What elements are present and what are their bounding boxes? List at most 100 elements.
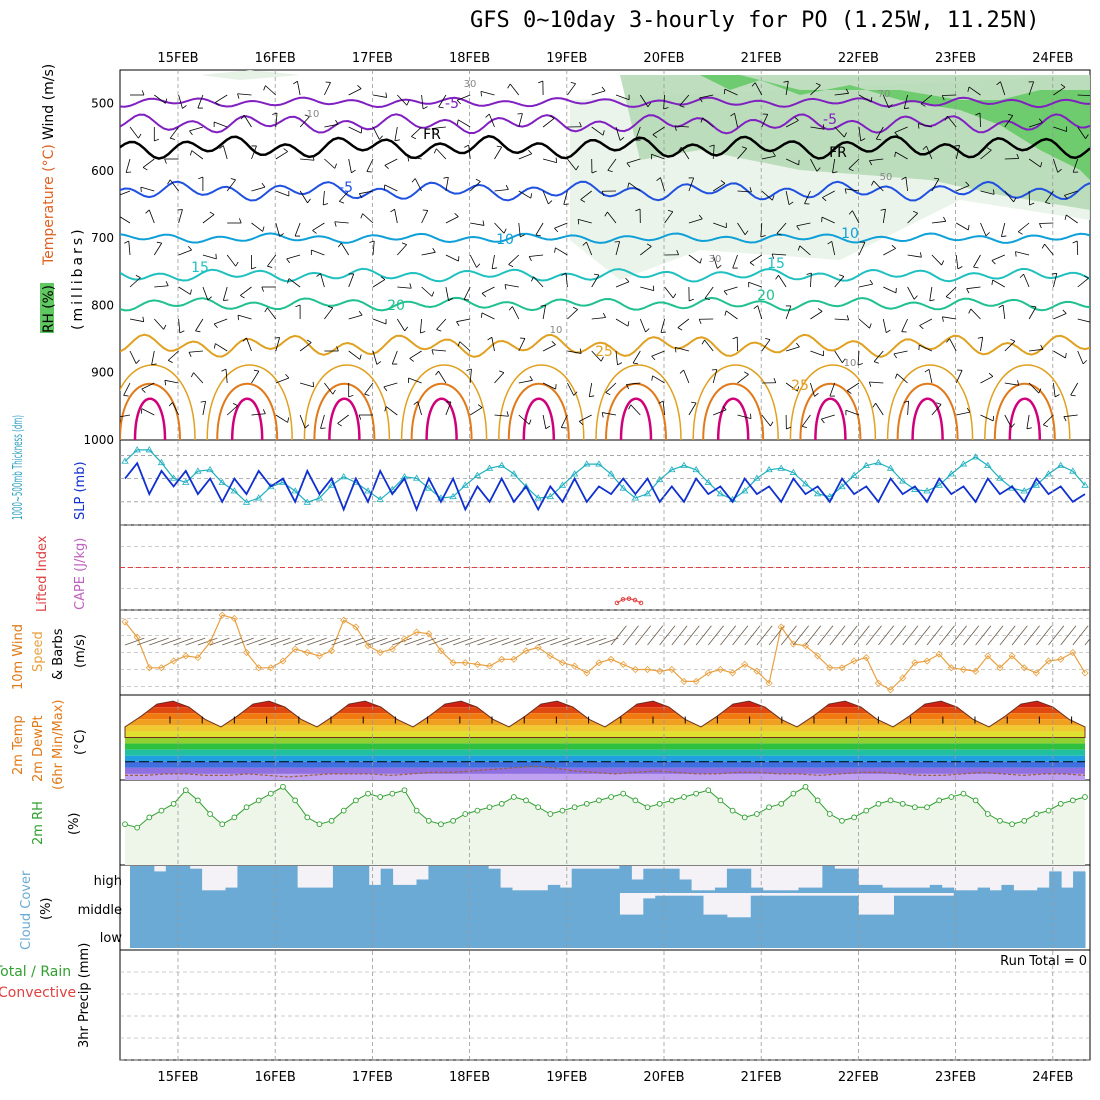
wind-barb bbox=[761, 190, 773, 201]
rh2m-point bbox=[389, 790, 396, 797]
wind10m-barb bbox=[841, 625, 858, 646]
wind-barb bbox=[591, 126, 604, 136]
temp-hump-band bbox=[125, 701, 1085, 708]
cloud-bar-low bbox=[726, 920, 740, 948]
wind10m-barb bbox=[647, 625, 664, 646]
wind-barb bbox=[801, 414, 811, 427]
cloud-bar-high bbox=[583, 868, 597, 893]
wind-barb-flag bbox=[678, 147, 682, 152]
wind-barb bbox=[810, 158, 818, 172]
wind-barb-flag bbox=[253, 369, 259, 372]
wind-barb bbox=[202, 254, 217, 260]
wind10m-barb bbox=[1023, 625, 1040, 646]
cloud-bar-middle bbox=[905, 895, 919, 920]
wind-barb-flag bbox=[435, 370, 439, 376]
wind-barb-flag bbox=[351, 169, 356, 174]
pressure-tick-label: 900 bbox=[91, 366, 114, 380]
wind-barb bbox=[169, 126, 179, 139]
wind-barb bbox=[372, 126, 380, 140]
wind-barb-flag bbox=[190, 289, 192, 295]
wind-barb bbox=[469, 407, 483, 416]
wind-barb bbox=[222, 286, 228, 301]
wind-speed-point bbox=[716, 665, 725, 674]
wind-barb-flag bbox=[760, 235, 766, 238]
wind-barb bbox=[178, 318, 181, 333]
rh2m-point bbox=[972, 797, 979, 804]
cloud-bar-low bbox=[977, 920, 990, 948]
wind-barb-flag bbox=[991, 279, 994, 286]
wind-barb bbox=[918, 123, 932, 128]
wind-barb bbox=[322, 190, 325, 205]
wind-barb bbox=[120, 190, 131, 196]
rh2m-point bbox=[304, 814, 311, 821]
wind-barb-flag bbox=[646, 243, 652, 247]
wind-barb-flag bbox=[141, 388, 146, 393]
wind-barb-flag bbox=[806, 272, 812, 275]
cloud-bar-high bbox=[941, 887, 955, 893]
wind-barb bbox=[688, 218, 703, 224]
wind-barb-flag bbox=[709, 144, 715, 147]
cloud-bar-low bbox=[595, 920, 608, 948]
wind-barb-flag bbox=[189, 150, 193, 156]
wind-speed-point bbox=[534, 643, 542, 651]
temp-minmax-marker: I bbox=[1070, 715, 1073, 726]
wind-barb-flag bbox=[209, 211, 215, 215]
cloud-bar-middle bbox=[595, 893, 608, 920]
wind-barb bbox=[414, 178, 422, 192]
wind-barb-flag bbox=[627, 182, 630, 188]
cloud-bar-low bbox=[309, 920, 322, 948]
cloud-bar-low bbox=[356, 920, 370, 948]
wind-barb bbox=[542, 382, 556, 390]
wind-barb bbox=[1077, 94, 1090, 97]
rh2m-point bbox=[802, 783, 809, 790]
wind-barb-flag bbox=[230, 178, 236, 181]
rh2m-point bbox=[547, 811, 554, 817]
precip-panel: 0.80.60.40.20 bbox=[120, 971, 1090, 1061]
thickness-point bbox=[595, 460, 603, 467]
wind-barb-flag bbox=[570, 82, 576, 85]
thickness-point bbox=[546, 492, 555, 500]
wind-barb bbox=[829, 382, 836, 397]
wind-barb-flag bbox=[466, 368, 472, 371]
wind-barb-flag bbox=[652, 285, 655, 291]
contour-label: 25 bbox=[595, 344, 613, 360]
wind10m-barb bbox=[975, 625, 992, 646]
cloud-bar-middle bbox=[321, 893, 334, 920]
date-axis-top: 15FEB 16FEB 17FEB 18FEB 19FEB 20FEB 21FEB 22FEB… bbox=[157, 51, 1073, 66]
wind-speed-point bbox=[1008, 652, 1016, 660]
wind-barb bbox=[148, 209, 155, 224]
wind-barb bbox=[699, 94, 714, 99]
wind-barb-flag bbox=[232, 403, 238, 406]
date-bottom-label: 18FEB bbox=[449, 1070, 490, 1085]
cloud-bar-middle bbox=[786, 895, 799, 920]
wind-barb bbox=[674, 125, 689, 128]
date-bottom-label: 19FEB bbox=[546, 1070, 587, 1085]
wind-barb bbox=[324, 158, 336, 169]
wind10m-barb bbox=[246, 637, 267, 646]
wind-barb bbox=[286, 254, 301, 260]
rh2m-point bbox=[1082, 794, 1088, 800]
cloud-bar-high bbox=[679, 879, 692, 893]
cloud-bar-middle bbox=[882, 914, 895, 920]
wind-barb-flag bbox=[656, 177, 661, 182]
wind-speed-point bbox=[984, 652, 992, 660]
rh2m-point bbox=[365, 790, 371, 797]
contour-30-lobe bbox=[993, 382, 1056, 440]
wind-barb bbox=[945, 286, 957, 298]
wind-barb-flag bbox=[364, 393, 370, 396]
wind-barb bbox=[169, 179, 179, 192]
wind-barb-flag bbox=[802, 425, 808, 428]
wind-barb bbox=[457, 119, 471, 128]
wind-barbs bbox=[120, 80, 1090, 430]
wind-barb bbox=[810, 382, 815, 397]
wind-speed-point bbox=[170, 657, 178, 665]
temp-minmax-marker: I bbox=[1038, 715, 1041, 726]
wind-barb bbox=[141, 382, 155, 390]
rh2m-point bbox=[316, 821, 323, 828]
wind-barb-flag bbox=[677, 327, 683, 331]
cloud-bar-low bbox=[691, 920, 704, 948]
wind10m-barb bbox=[185, 637, 206, 646]
wind-barb-flag bbox=[749, 187, 752, 193]
cloud-bar-high bbox=[1025, 890, 1038, 893]
